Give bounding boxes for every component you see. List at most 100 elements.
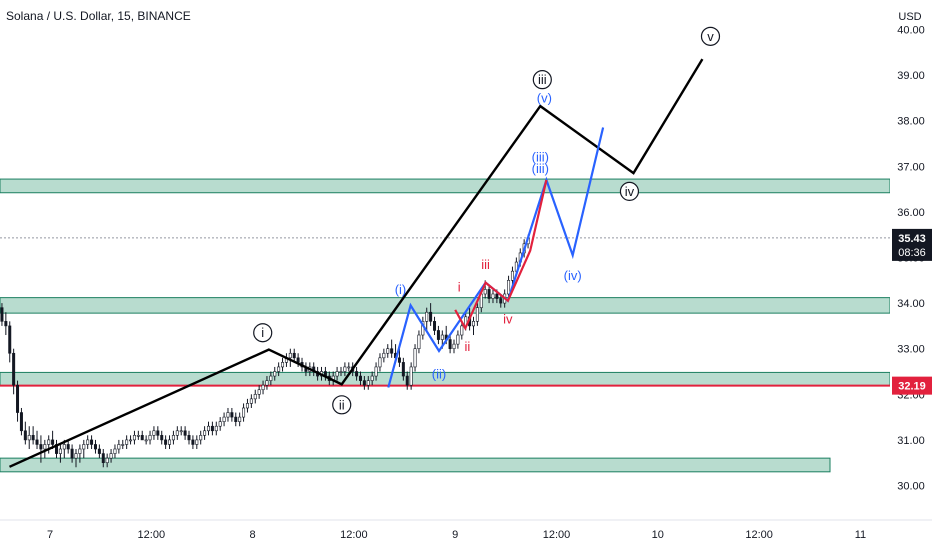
candle-body xyxy=(168,439,172,445)
zone-1 xyxy=(0,297,891,314)
wave-label: ii xyxy=(339,397,345,412)
time-axis[interactable]: 7 12:00 8 12:00 9 12:00 10 12:00 11 xyxy=(0,519,932,550)
candle-body xyxy=(132,435,136,441)
candle-body xyxy=(433,321,437,331)
candle-body xyxy=(238,416,242,422)
candle-body xyxy=(296,357,300,363)
wave-label: i xyxy=(458,280,461,295)
zone-0 xyxy=(0,178,891,194)
wave-label: i xyxy=(261,325,264,340)
y-tick-label: 39.00 xyxy=(897,70,925,82)
y-tick-label: 34.00 xyxy=(897,298,925,310)
price-badge xyxy=(892,228,932,261)
candle-body xyxy=(183,430,187,436)
blue-wave-line xyxy=(387,127,605,388)
candle-body xyxy=(273,371,277,377)
candle-body xyxy=(487,289,491,299)
candle-body xyxy=(460,325,464,336)
candle-body xyxy=(253,393,257,400)
candle-body xyxy=(8,325,12,354)
candle-body xyxy=(203,430,207,436)
candle-body xyxy=(19,412,23,432)
y-tick-label: 40.00 xyxy=(897,25,925,37)
wave-label-circle xyxy=(619,181,640,201)
candle-body xyxy=(358,375,362,381)
candle-body xyxy=(269,375,273,381)
candle-body xyxy=(35,439,39,445)
wave-label: iii xyxy=(538,72,547,87)
candle-body xyxy=(230,412,234,418)
candle-body xyxy=(148,435,152,441)
candle-body xyxy=(288,352,292,359)
x-tick-label: 10 xyxy=(652,529,664,541)
candle-body xyxy=(191,439,195,445)
candle-body xyxy=(179,430,183,433)
candle-body xyxy=(121,444,125,446)
x-tick-label: 7 xyxy=(47,529,53,541)
candle-body xyxy=(156,430,160,436)
candle-body xyxy=(43,444,47,450)
candle-body xyxy=(58,448,62,454)
candle-body xyxy=(343,366,347,372)
zone-3 xyxy=(0,457,831,473)
wave-label: (v) xyxy=(537,90,552,105)
candle-body xyxy=(31,435,35,441)
wave-label: v xyxy=(707,29,714,44)
candle-body xyxy=(12,352,16,386)
candle-body xyxy=(113,448,117,454)
candle-body xyxy=(164,439,168,445)
candle-body xyxy=(125,439,129,445)
candle-body xyxy=(495,293,499,299)
wave-label: iv xyxy=(625,184,635,199)
candle-body xyxy=(109,453,113,459)
candle-body xyxy=(452,343,456,350)
candle-body xyxy=(82,444,86,450)
wave-label: ii xyxy=(464,339,470,354)
wave-label: (iv) xyxy=(564,268,582,283)
candle-body xyxy=(78,448,82,454)
candle-body xyxy=(448,339,452,349)
price-axis[interactable]: USD30.0031.0032.0033.0034.0035.0036.0037… xyxy=(890,0,932,550)
wave-label-circle xyxy=(700,26,721,46)
candle-body xyxy=(370,375,374,381)
candle-body xyxy=(160,435,164,441)
candle-body xyxy=(456,334,460,345)
candle-body xyxy=(199,435,203,441)
candle-body xyxy=(374,366,378,377)
candle-body xyxy=(257,389,261,395)
candle-body xyxy=(66,444,70,450)
candle-body xyxy=(152,430,156,436)
candle-body xyxy=(405,375,409,386)
wave-labels: iiiiiiivv(i)(ii)(iii)(iii)(iv)(v)iiiiiii… xyxy=(253,26,721,415)
wave-label: (i) xyxy=(395,282,407,297)
candle-body xyxy=(144,439,148,442)
wave-label-circle xyxy=(332,395,352,415)
candle-body xyxy=(281,362,285,368)
candle-body xyxy=(277,366,281,372)
candle-body xyxy=(16,384,20,413)
wave-label-circle xyxy=(253,323,273,343)
y-tick-label: 36.00 xyxy=(897,207,925,219)
y-tick-label: 37.00 xyxy=(897,161,925,173)
time-axis-bg xyxy=(0,520,932,550)
wave-label: iii xyxy=(481,257,490,272)
candle-body xyxy=(347,366,351,369)
candle-body xyxy=(93,444,97,450)
candle-body xyxy=(39,444,43,450)
x-tick-label: 9 xyxy=(452,529,458,541)
candle-body xyxy=(86,439,90,445)
candle-body xyxy=(249,398,253,404)
candle-body xyxy=(101,453,105,463)
candle-body xyxy=(499,298,503,304)
candle-body xyxy=(429,311,433,322)
candle-body xyxy=(195,439,199,445)
candle-body xyxy=(90,439,94,445)
candle-body xyxy=(413,348,417,368)
candle-body xyxy=(97,448,101,454)
candle-body xyxy=(51,439,55,445)
candle-body xyxy=(292,352,296,359)
x-tick-label: 11 xyxy=(855,529,866,541)
wave-label: (iii) xyxy=(532,161,549,176)
currency-label: USD xyxy=(898,11,921,23)
